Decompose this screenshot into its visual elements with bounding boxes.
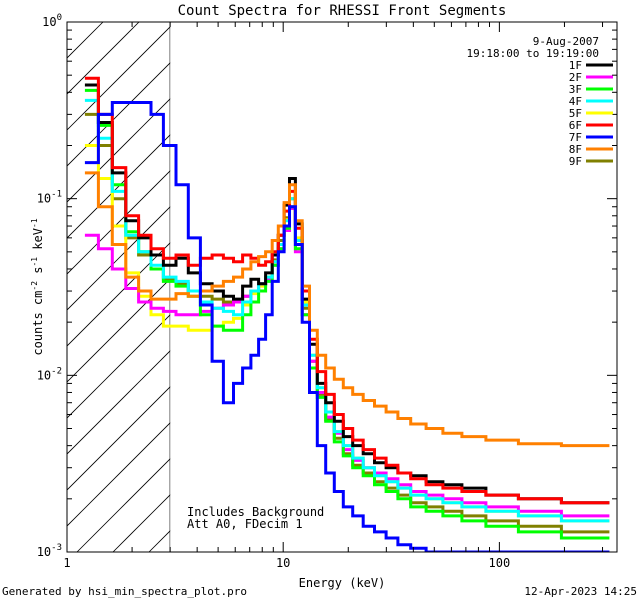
y-tick-label: 10-1: [37, 190, 62, 206]
series-layer: [84, 76, 610, 552]
hatch-line: [67, 278, 171, 383]
series-line-1F: [84, 83, 610, 505]
hatch-line: [67, 26, 171, 131]
chart-title: Count Spectra for RHESSI Front Segments: [178, 3, 507, 19]
y-tick-label: 10-3: [37, 543, 62, 559]
annotation-attenuator: Att A0, FDecim 1: [187, 517, 303, 531]
legend-label-3F: 3F: [569, 83, 582, 96]
hatch-line: [76, 458, 171, 552]
annotation-background: Includes Background: [187, 505, 324, 519]
legend-time-range: 19:18:00 to 19:19:00: [467, 47, 599, 60]
hatch-line: [67, 386, 171, 491]
series-line-8F: [84, 171, 610, 448]
footer-timestamp: 12-Apr-2023 14:25: [524, 585, 637, 598]
legend-label-5F: 5F: [569, 107, 582, 120]
legend-label-8F: 8F: [569, 143, 582, 156]
x-tick-label: 100: [489, 556, 511, 570]
legend-label-9F: 9F: [569, 155, 582, 168]
plot-frame: [66, 21, 618, 553]
hatch-line: [67, 314, 171, 419]
y-tick-label: 10-2: [37, 366, 62, 382]
legend-label-7F: 7F: [569, 131, 582, 144]
hatch-line: [67, 62, 171, 167]
series-line-7F: [84, 101, 610, 552]
legend-date: 9-Aug-2007: [533, 35, 599, 48]
legend-label-6F: 6F: [569, 119, 582, 132]
legend: 9-Aug-2007 19:18:00 to 19:19:00 1F2F3F4F…: [467, 35, 613, 168]
legend-label-4F: 4F: [569, 95, 582, 108]
x-axis-label: Energy (keV): [299, 576, 386, 590]
hatch-line: [67, 422, 171, 527]
x-tick-label: 10: [276, 556, 290, 570]
footer-generated-by: Generated by hsi_min_spectra_plot.pro: [2, 585, 247, 598]
legend-label-1F: 1F: [569, 59, 582, 72]
hatch-line: [67, 206, 171, 311]
series-line-5F: [84, 144, 610, 523]
x-tick-label: 1: [63, 556, 70, 570]
x-axis: 1 10 100: [63, 22, 604, 570]
y-tick-label: 100: [42, 13, 62, 29]
legend-label-2F: 2F: [569, 71, 582, 84]
y-axis: 100 10-1 10-2 10-3: [37, 13, 617, 559]
hatch-line: [67, 98, 171, 203]
y-axis-label: counts cm-2 s-1 keV-1: [30, 218, 45, 355]
